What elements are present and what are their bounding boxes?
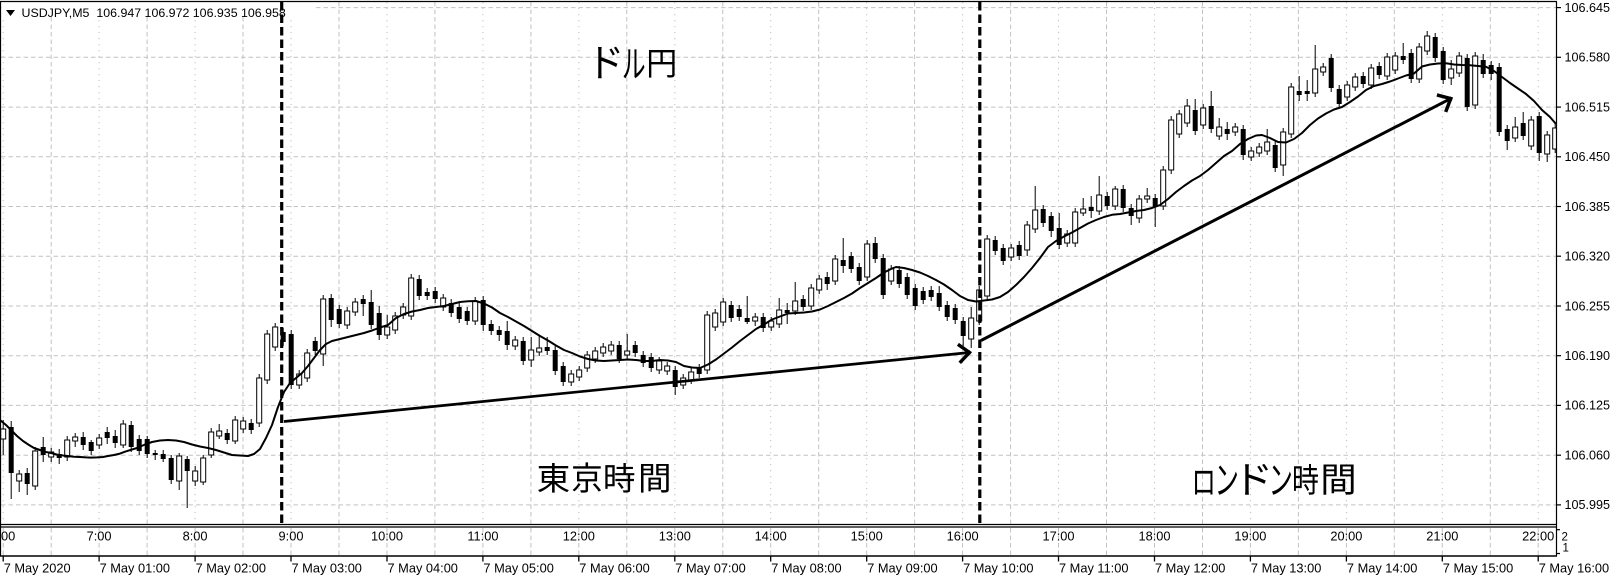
svg-text:7 May 10:00: 7 May 10:00 bbox=[963, 560, 1033, 575]
svg-text:7 May 12:00: 7 May 12:00 bbox=[1155, 560, 1225, 575]
svg-text:106.450: 106.450 bbox=[1565, 150, 1611, 164]
svg-text:7 May 06:00: 7 May 06:00 bbox=[579, 560, 649, 575]
svg-text:10:00: 10:00 bbox=[371, 529, 403, 544]
svg-text:7 May 07:00: 7 May 07:00 bbox=[675, 560, 745, 575]
svg-text:7 May 04:00: 7 May 04:00 bbox=[388, 560, 458, 575]
svg-text:USDJPY,M5 106.947 106.972 106: USDJPY,M5 106.947 106.972 106.935 106.95… bbox=[22, 6, 286, 20]
svg-text:7 May 09:00: 7 May 09:00 bbox=[867, 560, 937, 575]
svg-text:106.645: 106.645 bbox=[1565, 1, 1611, 15]
svg-text:106.190: 106.190 bbox=[1565, 349, 1611, 363]
svg-text:17:00: 17:00 bbox=[1042, 529, 1074, 544]
svg-text:7 May 02:00: 7 May 02:00 bbox=[196, 560, 266, 575]
svg-text:9:00: 9:00 bbox=[279, 529, 304, 544]
svg-text:106.580: 106.580 bbox=[1565, 51, 1611, 65]
svg-text:00: 00 bbox=[1, 529, 15, 544]
svg-text:7 May 16:00: 7 May 16:00 bbox=[1539, 560, 1609, 575]
svg-text:7 May 05:00: 7 May 05:00 bbox=[483, 560, 553, 575]
svg-text:7 May 13:00: 7 May 13:00 bbox=[1251, 560, 1321, 575]
svg-text:106.125: 106.125 bbox=[1565, 399, 1611, 413]
svg-text:13:00: 13:00 bbox=[659, 529, 691, 544]
svg-text:106.060: 106.060 bbox=[1565, 449, 1611, 463]
svg-text:22:00: 22:00 bbox=[1522, 529, 1554, 544]
svg-text:18:00: 18:00 bbox=[1138, 529, 1170, 544]
svg-text:1: 1 bbox=[1563, 543, 1569, 555]
svg-text:7 May 15:00: 7 May 15:00 bbox=[1443, 560, 1513, 575]
svg-text:7 May 01:00: 7 May 01:00 bbox=[100, 560, 170, 575]
svg-text:16:00: 16:00 bbox=[947, 529, 979, 544]
svg-text:21:00: 21:00 bbox=[1426, 529, 1458, 544]
svg-text:7 May 2020: 7 May 2020 bbox=[4, 560, 71, 575]
svg-text:15:00: 15:00 bbox=[851, 529, 883, 544]
svg-text:106.320: 106.320 bbox=[1565, 250, 1611, 264]
svg-text:20:00: 20:00 bbox=[1330, 529, 1362, 544]
svg-text:11:00: 11:00 bbox=[467, 529, 498, 544]
svg-text:106.385: 106.385 bbox=[1565, 200, 1611, 214]
svg-text:7 May 11:00: 7 May 11:00 bbox=[1059, 560, 1128, 575]
svg-text:105.995: 105.995 bbox=[1565, 498, 1611, 512]
svg-text:106.515: 106.515 bbox=[1565, 100, 1611, 114]
svg-text:106.255: 106.255 bbox=[1565, 299, 1611, 313]
svg-text:7 May 14:00: 7 May 14:00 bbox=[1347, 560, 1417, 575]
svg-text:8:00: 8:00 bbox=[183, 529, 208, 544]
svg-text:7:00: 7:00 bbox=[87, 529, 112, 544]
svg-text:2: 2 bbox=[1562, 532, 1568, 544]
svg-text:7 May 03:00: 7 May 03:00 bbox=[292, 560, 362, 575]
svg-text:12:00: 12:00 bbox=[563, 529, 595, 544]
svg-text:7 May 08:00: 7 May 08:00 bbox=[771, 560, 841, 575]
svg-text:14:00: 14:00 bbox=[755, 529, 787, 544]
svg-text:19:00: 19:00 bbox=[1234, 529, 1266, 544]
